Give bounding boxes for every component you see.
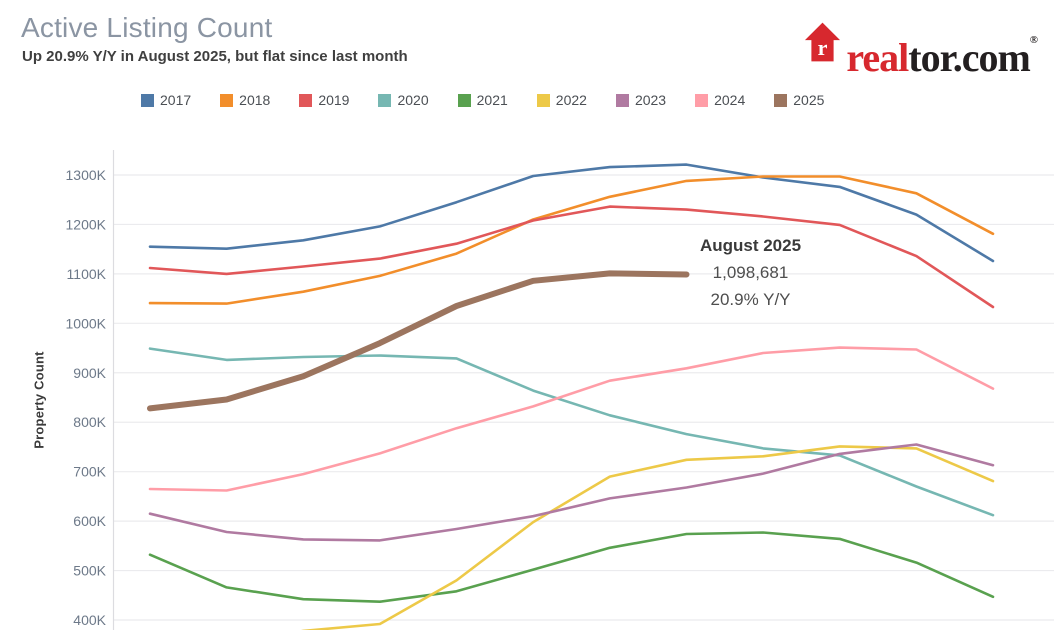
series-line-2017 (148, 163, 995, 263)
y-tick-label: 1000K (66, 315, 107, 331)
legend-swatch-2021 (457, 93, 471, 107)
series-line-2023 (148, 443, 995, 542)
y-tick-label: 800K (73, 414, 106, 430)
annotation-yoy: 20.9% Y/Y (710, 290, 791, 309)
legend-swatch-2023 (615, 93, 629, 107)
legend-swatch-2018 (220, 93, 234, 107)
legend-item-2020[interactable]: 2020 (378, 92, 429, 108)
legend-item-2023[interactable]: 2023 (615, 92, 667, 108)
y-tick-label: 1300K (66, 167, 107, 183)
legend-item-2019[interactable]: 2019 (299, 92, 349, 108)
series-line-2025 (147, 270, 690, 412)
series-line-2018 (148, 175, 995, 305)
brand-text-dark: tor.com (908, 35, 1030, 80)
annotation-heading: August 2025 (699, 236, 802, 255)
legend-item-2017[interactable]: 2017 (141, 92, 191, 108)
series-line-2020 (148, 347, 995, 517)
series-line-2019 (148, 205, 995, 309)
y-tick-label: 700K (73, 464, 106, 480)
legend-label: 2025 (793, 92, 825, 108)
y-tick-label: 1200K (66, 216, 107, 232)
brand-text-red: real (846, 35, 909, 80)
legend-item-2018[interactable]: 2018 (220, 92, 270, 108)
legend-swatch-2022 (536, 93, 550, 107)
svg-text:r: r (818, 35, 828, 60)
legend-swatch-2019 (299, 93, 313, 107)
page-title: Active Listing Count (21, 12, 273, 43)
series-line-2024 (148, 346, 995, 492)
registered-mark: ® (1029, 34, 1038, 46)
legend-item-2024[interactable]: 2024 (695, 92, 745, 108)
legend-label: 2020 (397, 92, 429, 108)
brand-wordmark: realtor.com® (846, 18, 1038, 80)
legend-item-2025[interactable]: 2025 (774, 92, 824, 108)
legend-label: 2017 (160, 92, 192, 108)
legend-label: 2018 (239, 92, 271, 108)
y-tick-label: 1100K (67, 266, 107, 282)
legend-label: 2022 (555, 92, 587, 108)
legend-label: 2021 (476, 92, 508, 108)
annotation-value: 1,098,681 (712, 263, 789, 282)
series-line-2021 (148, 531, 995, 604)
legend-item-2021[interactable]: 2021 (457, 92, 508, 108)
y-tick-label: 500K (73, 563, 106, 579)
legend-label: 2019 (318, 92, 350, 108)
legend-swatch-2025 (774, 93, 788, 107)
y-tick-label: 900K (73, 365, 106, 381)
annotation-callout: August 2025 1,098,681 20.9% Y/Y (658, 233, 843, 313)
y-tick-label: 400K (73, 612, 106, 628)
y-axis-title: Property Count (31, 351, 47, 449)
legend-label: 2023 (634, 92, 667, 108)
realtor-logo: r realtor.com® (804, 18, 1038, 80)
legend-item-2022[interactable]: 2022 (536, 92, 587, 108)
legend-swatch-2020 (378, 93, 392, 107)
series-line-2022 (300, 445, 995, 630)
legend-swatch-2024 (695, 93, 709, 107)
legend-swatch-2017 (141, 93, 154, 107)
y-tick-label: 600K (73, 513, 106, 529)
legend: 2017 2018 2019 2020 2021 2022 2023 2024 2025 (141, 92, 824, 108)
legend-label: 2024 (714, 92, 746, 108)
house-icon: r (805, 22, 841, 62)
page-subtitle: Up 20.9% Y/Y in August 2025, but flat si… (22, 48, 408, 65)
